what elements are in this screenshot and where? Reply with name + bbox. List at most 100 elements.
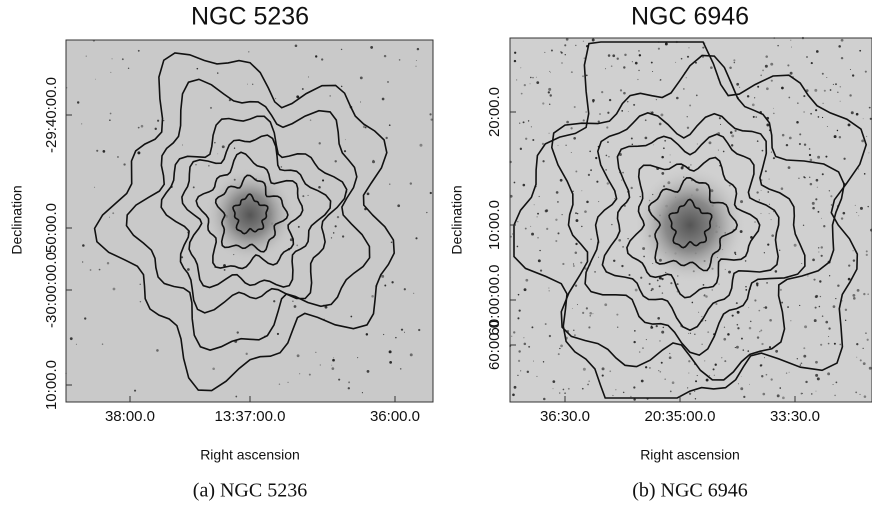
star [785,143,789,147]
star [623,66,626,69]
star [814,295,818,299]
star [810,62,813,65]
contour [550,54,846,381]
star [532,139,535,142]
star [859,393,861,395]
star [333,357,335,359]
star [586,200,589,204]
star [557,353,560,356]
star [718,283,720,285]
star [511,233,513,235]
star [391,281,394,284]
star [774,270,778,273]
star [796,358,798,360]
star [803,143,807,146]
star [582,311,585,314]
star [771,234,774,237]
star [601,367,605,371]
star [550,72,551,74]
star [802,224,805,227]
star [537,259,541,263]
star [676,96,679,100]
star [621,179,623,181]
star [604,303,608,307]
star [389,183,391,185]
star [536,375,538,377]
star [689,104,692,107]
star [634,61,638,65]
star [823,225,826,228]
star [589,312,592,315]
star [139,283,141,285]
contour [601,133,780,332]
star [773,107,774,109]
star [163,120,165,122]
star [704,360,706,362]
star [82,261,84,263]
star [638,69,640,72]
star [764,357,765,359]
x-tick-label: 20:35:00.0 [645,408,716,425]
star [523,342,527,346]
star [826,126,828,128]
star [817,210,820,213]
star [520,370,522,372]
star [852,259,856,262]
star [766,123,770,127]
star [670,282,673,285]
star [542,102,545,105]
star [839,343,842,346]
star [383,54,387,58]
star [828,327,831,330]
star [749,383,750,385]
star [343,150,347,153]
star [861,139,865,143]
star [334,225,337,228]
star [360,101,362,103]
star [388,124,391,126]
star [812,258,815,262]
star [340,48,343,51]
star [713,374,715,376]
star [531,326,534,329]
star [576,212,579,215]
star [518,309,521,312]
star [549,94,552,97]
star [779,387,782,389]
star [535,76,537,78]
star [863,292,866,296]
star [543,397,546,401]
star [736,310,740,314]
star [101,343,104,345]
star [245,352,248,355]
star [705,378,709,382]
star [760,329,763,332]
star [584,210,587,213]
star [137,151,141,155]
star [555,239,558,243]
star [595,156,598,160]
star [787,306,789,308]
star [817,155,821,159]
star [676,283,679,286]
star [838,45,841,48]
star [660,113,664,117]
star [772,211,775,213]
star [89,269,92,271]
star [347,387,351,390]
star [728,270,731,274]
star [788,136,792,140]
star [852,293,856,297]
star [762,69,764,72]
star [533,360,534,362]
star [761,342,764,346]
star [409,353,413,357]
galaxy [635,167,745,283]
star [701,316,703,318]
star [669,161,671,163]
star [157,119,160,122]
star [513,181,516,184]
star [856,212,858,213]
star [273,300,276,303]
star [734,347,736,349]
